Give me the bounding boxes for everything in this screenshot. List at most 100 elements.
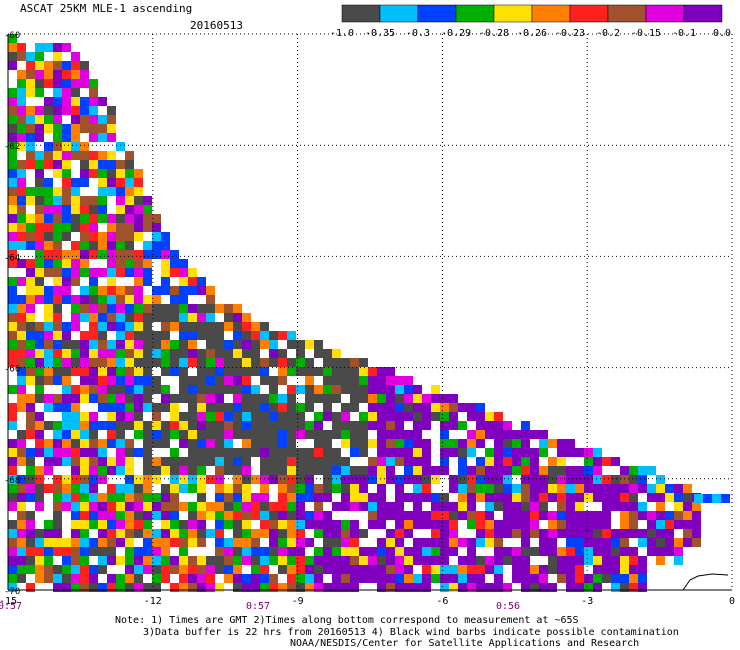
data-cell xyxy=(224,367,233,376)
data-cell xyxy=(179,556,188,565)
data-cell xyxy=(692,511,701,520)
data-cell xyxy=(548,484,557,493)
data-cell xyxy=(305,574,314,583)
data-cell xyxy=(44,565,53,574)
data-cell xyxy=(8,115,17,124)
data-cell xyxy=(548,457,557,466)
data-cell xyxy=(71,439,80,448)
data-cell xyxy=(8,547,17,556)
data-cell xyxy=(89,286,98,295)
data-cell xyxy=(449,421,458,430)
data-cell xyxy=(44,376,53,385)
data-cell xyxy=(593,484,602,493)
data-cell xyxy=(62,367,71,376)
data-cell xyxy=(404,583,413,592)
data-cell xyxy=(107,574,116,583)
data-cell xyxy=(332,376,341,385)
x-tick-label: -6 xyxy=(436,596,448,607)
data-cell xyxy=(35,358,44,367)
data-cell xyxy=(512,556,521,565)
data-cell xyxy=(98,385,107,394)
data-cell xyxy=(521,547,530,556)
data-cell xyxy=(395,475,404,484)
data-cell xyxy=(107,466,116,475)
data-cell xyxy=(503,466,512,475)
data-cell xyxy=(647,484,656,493)
data-cell xyxy=(107,133,116,142)
data-cell xyxy=(386,430,395,439)
data-cell xyxy=(107,457,116,466)
data-cell xyxy=(8,322,17,331)
data-cell xyxy=(26,493,35,502)
data-cell xyxy=(125,223,134,232)
data-cell xyxy=(467,403,476,412)
data-cell xyxy=(458,565,467,574)
data-cell xyxy=(80,430,89,439)
data-cell xyxy=(233,358,242,367)
data-cell xyxy=(233,565,242,574)
data-cell xyxy=(188,358,197,367)
data-cell xyxy=(287,394,296,403)
data-cell xyxy=(368,421,377,430)
legend-label: -0.23 xyxy=(555,28,585,39)
data-cell xyxy=(125,520,134,529)
data-cell xyxy=(89,358,98,367)
data-cell xyxy=(413,457,422,466)
data-cell xyxy=(17,358,26,367)
data-cell xyxy=(575,502,584,511)
data-cell xyxy=(143,358,152,367)
data-cell xyxy=(62,565,71,574)
data-cell xyxy=(287,457,296,466)
data-cell xyxy=(242,439,251,448)
data-cell xyxy=(638,475,647,484)
data-cell xyxy=(197,520,206,529)
data-cell xyxy=(125,556,134,565)
data-cell xyxy=(368,376,377,385)
data-cell xyxy=(431,475,440,484)
data-cell xyxy=(80,106,89,115)
data-cell xyxy=(161,349,170,358)
data-cell xyxy=(62,493,71,502)
data-cell xyxy=(71,295,80,304)
color-legend: -1.0 -0.35 -0.3 -0.29 -0.28 -0.26 -0.23 -0.2 -0.… xyxy=(330,4,731,39)
data-cell xyxy=(296,340,305,349)
data-cell xyxy=(116,484,125,493)
data-cell xyxy=(35,502,44,511)
data-cell xyxy=(152,502,161,511)
data-cell xyxy=(602,475,611,484)
data-cell xyxy=(161,538,170,547)
data-cell xyxy=(161,259,170,268)
data-cell xyxy=(512,565,521,574)
data-cell xyxy=(323,529,332,538)
data-cell xyxy=(89,322,98,331)
data-cell xyxy=(116,502,125,511)
data-cell xyxy=(89,574,98,583)
data-cell xyxy=(161,466,170,475)
data-cell xyxy=(35,565,44,574)
data-cell xyxy=(431,538,440,547)
data-cell xyxy=(386,547,395,556)
data-cell xyxy=(125,385,134,394)
data-cell xyxy=(431,394,440,403)
data-cell xyxy=(62,547,71,556)
data-cell xyxy=(296,511,305,520)
data-cell xyxy=(125,358,134,367)
data-cell xyxy=(179,565,188,574)
data-cell xyxy=(287,556,296,565)
data-cell xyxy=(494,457,503,466)
data-cell xyxy=(143,502,152,511)
data-cell xyxy=(8,223,17,232)
data-cell xyxy=(17,502,26,511)
data-cell xyxy=(197,574,206,583)
data-cell xyxy=(134,295,143,304)
data-cell xyxy=(125,187,134,196)
data-cell xyxy=(170,394,179,403)
data-cell xyxy=(530,457,539,466)
data-cell xyxy=(71,340,80,349)
data-cell xyxy=(467,565,476,574)
data-cell xyxy=(116,439,125,448)
data-cell xyxy=(35,430,44,439)
data-cell xyxy=(431,385,440,394)
data-cell xyxy=(98,358,107,367)
data-cell xyxy=(206,430,215,439)
